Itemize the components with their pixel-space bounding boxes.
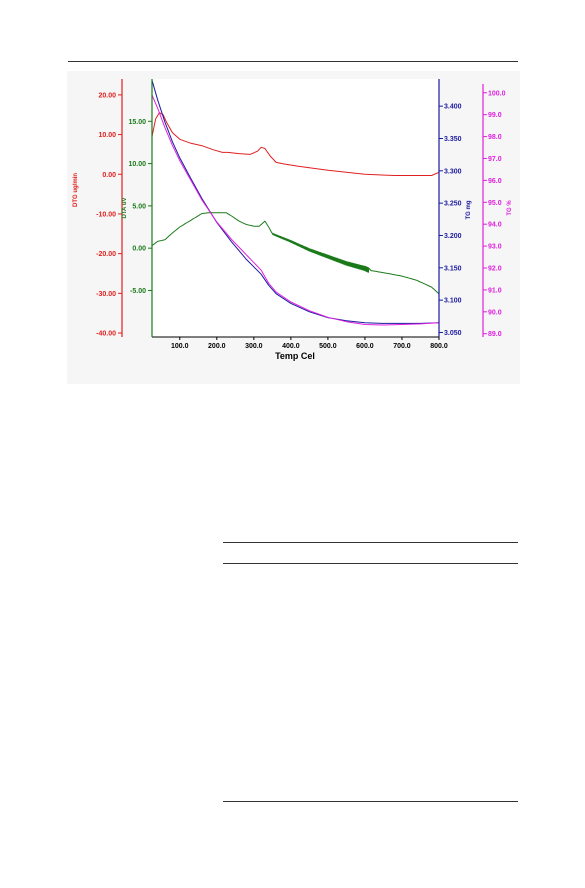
tgpct-tick-label: 100.0 (488, 90, 506, 97)
dta-series-line (151, 212, 440, 295)
dta-axis-label: DTA uV (122, 198, 128, 219)
table-top-rule (223, 542, 518, 543)
x-tick-label: 500.0 (319, 343, 337, 350)
dtg-tick-label: -20.00 (96, 251, 116, 258)
dtg-tick-label: -40.00 (96, 331, 116, 338)
x-tick-label: 400.0 (282, 343, 300, 350)
dtg-axis-label: DTG ug/min (73, 173, 79, 207)
dtg-tick-label: 20.00 (98, 92, 116, 99)
tgpct-tick-label: 99.0 (488, 112, 502, 119)
tgpct-tick-label: 91.0 (488, 287, 502, 294)
tgmg-tick-label: 3.200 (444, 233, 462, 240)
plot-area (152, 79, 439, 337)
tgmg-tick-label: 3.100 (444, 298, 462, 305)
x-axis-label: Temp Cel (275, 351, 315, 361)
tgmg-tick-label: 3.300 (444, 168, 462, 175)
x-tick-label: 100.0 (171, 343, 189, 350)
tgpct-axis-label: TG % (507, 200, 513, 216)
tgmg-tick-label: 3.350 (444, 136, 462, 143)
dtg-tick-label: -10.00 (96, 211, 116, 218)
x-tick-label: 800.0 (430, 343, 448, 350)
tgmg-tick-label: 3.250 (444, 201, 462, 208)
x-tick-label: 200.0 (208, 343, 226, 350)
dtg-tick-label: -30.00 (96, 291, 116, 298)
x-tick-label: 300.0 (245, 343, 263, 350)
axes-layer: 100.0 200.0 300.0 400.0 500.0 600.0 700.0 800.0… (73, 79, 513, 350)
header-rule (68, 61, 518, 62)
series-layer (151, 80, 440, 326)
dta-tick-label: 10.00 (128, 161, 146, 168)
tgpct-tick-label: 95.0 (488, 200, 502, 207)
tgpct-tick-label: 94.0 (488, 222, 502, 229)
tgpct-tick-label: 90.0 (488, 309, 502, 316)
tgpct-series-line (151, 94, 440, 326)
dta-tick-label: 0.00 (132, 246, 146, 253)
table-header-rule (223, 563, 518, 564)
dta-tick-label: 5.00 (132, 203, 146, 210)
tgpct-tick-label: 96.0 (488, 178, 502, 185)
tgmg-tick-label: 3.400 (444, 104, 462, 111)
tgpct-tick-label: 98.0 (488, 134, 502, 141)
tgmg-series-line (151, 80, 440, 324)
tgpct-tick-label: 89.0 (488, 331, 502, 338)
tgpct-tick-label: 92.0 (488, 266, 502, 273)
table-bottom-rule (223, 801, 518, 802)
tgpct-tick-label: 93.0 (488, 244, 502, 251)
dtg-tick-label: 10.00 (98, 132, 116, 139)
dtg-tick-label: 0.00 (102, 172, 116, 179)
tgmg-axis-label: TG mg (466, 200, 472, 219)
tgmg-tick-label: 3.150 (444, 265, 462, 272)
dta-tick-label: -5.00 (130, 288, 146, 295)
dta-tick-label: 15.00 (128, 119, 146, 126)
tgmg-tick-label: 3.050 (444, 330, 462, 337)
x-tick-label: 700.0 (393, 343, 411, 350)
dtg-series-line (151, 112, 440, 176)
tgpct-tick-label: 97.0 (488, 156, 502, 163)
x-tick-label: 600.0 (356, 343, 374, 350)
